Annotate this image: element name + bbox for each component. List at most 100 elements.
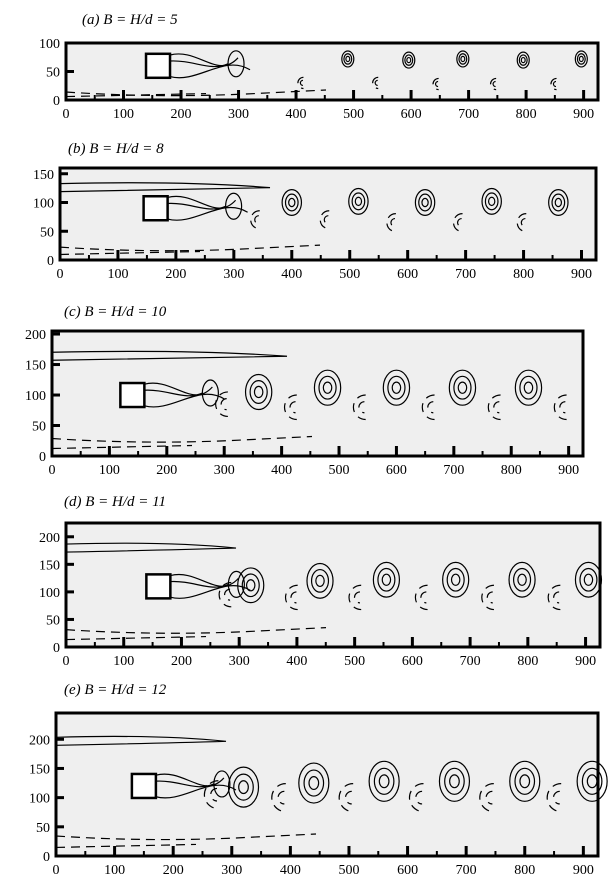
square-cylinder	[142, 195, 169, 222]
upper-vortex-contour	[368, 760, 400, 802]
y-tick-label: 150	[25, 359, 46, 374]
x-tick-label: 100	[107, 267, 128, 282]
upper-vortex-contour	[576, 760, 608, 802]
boundary-layer-contour	[59, 250, 201, 256]
lower-vortex-contour	[457, 217, 462, 228]
panel-title: (b) B = H/d = 8	[68, 141, 164, 157]
x-tick-label: 500	[339, 267, 360, 282]
x-tick-label: 500	[329, 463, 350, 478]
upper-vortex-contour	[548, 189, 569, 216]
lower-vortex-contour	[481, 584, 494, 611]
y-tick-label: 50	[36, 821, 50, 836]
upper-vortex-contour	[310, 568, 330, 593]
upper-vortex-contour	[382, 369, 411, 406]
x-tick-label: 700	[458, 107, 479, 122]
lower-vortex-contour	[553, 394, 567, 421]
lower-vortex-contour	[215, 391, 228, 418]
lower-vortex-contour	[408, 783, 424, 813]
upper-vortex-contour	[578, 55, 584, 63]
upper-vortex-contour	[509, 760, 541, 802]
panel-3: (c) B = H/d = 100 100 200 300 400 500 600 700 80…	[25, 304, 585, 478]
upper-vortex-contour	[391, 381, 402, 394]
panel-1: (a) B = H/d = 50 100 200 300 400 500 600 700 800…	[39, 12, 600, 122]
lower-vortex-contour	[452, 213, 463, 233]
shear-layer-contour	[55, 735, 227, 746]
upper-vortex-contour	[227, 766, 260, 808]
lower-vortex-contour	[552, 790, 560, 805]
panel-5: (e) B = H/d = 120 100 200 300 400 500 600 700 80…	[29, 682, 608, 878]
lower-vortex-contour	[348, 584, 362, 611]
x-tick-label: 0	[57, 267, 64, 282]
x-tick-label: 300	[214, 463, 235, 478]
near-wake-vortex	[201, 379, 219, 407]
x-tick-label: 0	[53, 863, 60, 878]
upper-vortex-contour	[238, 780, 249, 795]
boundary-layer-contour	[55, 833, 317, 841]
x-tick-label: 900	[575, 654, 596, 669]
x-tick-label: 300	[223, 267, 244, 282]
upper-vortex-contour	[514, 369, 543, 406]
upper-vortex-contour	[281, 189, 303, 216]
upper-vortex-contour	[253, 385, 264, 399]
y-tick-label: 0	[47, 254, 54, 269]
lower-vortex-contour	[414, 584, 428, 611]
x-tick-label: 400	[281, 267, 302, 282]
x-tick-label: 800	[513, 267, 534, 282]
lower-vortex-contour	[432, 77, 439, 91]
upper-vortex-contour	[387, 375, 406, 400]
lower-vortex-contour	[290, 591, 297, 604]
upper-vortex-contour	[348, 187, 369, 215]
x-tick-label: 400	[271, 463, 292, 478]
boundary-layer-contour	[51, 435, 313, 443]
upper-vortex-contour	[586, 774, 598, 789]
lower-vortex-contour	[415, 790, 423, 805]
lower-vortex-contour	[487, 394, 501, 421]
upper-vortex-contour	[514, 767, 536, 795]
x-tick-label: 700	[456, 863, 477, 878]
boundary-layer-contour	[65, 635, 207, 641]
upper-vortex-contour	[373, 767, 395, 795]
near-wake-vortex	[227, 50, 245, 78]
square-cylinder	[119, 381, 146, 409]
lower-vortex-contour	[421, 394, 435, 421]
x-tick-label: 700	[455, 267, 476, 282]
y-tick-label: 0	[43, 850, 50, 865]
lower-vortex-contour	[490, 77, 497, 91]
near-wake-contour	[144, 382, 225, 408]
upper-vortex-contour	[446, 567, 465, 592]
x-tick-label: 0	[49, 463, 56, 478]
y-tick-label: 100	[39, 37, 60, 52]
upper-vortex-contour	[303, 769, 325, 797]
upper-vortex-contour	[517, 573, 527, 586]
upper-vortex-contour	[298, 762, 330, 804]
lower-vortex-contour	[559, 401, 566, 414]
lower-vortex-contour	[224, 588, 231, 601]
lower-vortex-contour	[297, 76, 304, 90]
lower-vortex-contour	[344, 790, 352, 805]
lower-vortex-contour	[552, 80, 557, 88]
upper-vortex-contour	[245, 579, 256, 592]
x-tick-label: 800	[517, 654, 538, 669]
upper-vortex-contour	[519, 375, 538, 400]
x-tick-label: 600	[401, 107, 422, 122]
x-tick-label: 0	[63, 107, 70, 122]
y-tick-label: 50	[40, 225, 54, 240]
lower-vortex-contour	[434, 80, 439, 88]
lower-vortex-contour	[553, 591, 560, 604]
lower-vortex-contour	[284, 584, 298, 611]
x-tick-label: 100	[99, 463, 120, 478]
lower-vortex-contour	[492, 80, 496, 88]
x-tick-label: 500	[343, 107, 364, 122]
square-cylinder	[130, 772, 158, 800]
boundary-layer-contour	[65, 92, 207, 98]
upper-vortex-contour	[313, 369, 342, 406]
upper-vortex-contour	[377, 567, 396, 592]
lower-vortex-contour	[550, 77, 557, 91]
upper-vortex-contour	[345, 55, 351, 63]
upper-vortex-contour	[288, 197, 296, 208]
x-tick-label: 400	[286, 654, 307, 669]
shear-layer-contour	[51, 350, 288, 361]
upper-vortex-contour	[574, 561, 603, 598]
x-tick-label: 400	[280, 863, 301, 878]
